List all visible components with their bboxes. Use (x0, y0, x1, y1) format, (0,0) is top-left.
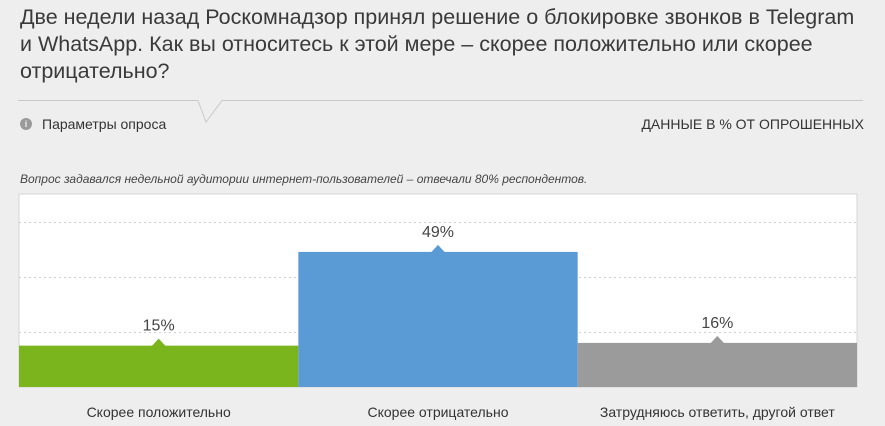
bar-chart: 15% Скорее положительно 49% Скорее отрицате… (18, 193, 858, 420)
divider (18, 100, 863, 101)
bar (298, 251, 578, 387)
divider-notch (198, 100, 223, 124)
category-label: Затрудняюсь ответить, другой ответ (600, 404, 835, 420)
category-label: Скорее положительно (87, 404, 231, 420)
data-label: 15% (143, 318, 175, 335)
info-icon: i (20, 118, 32, 130)
survey-params-toggle[interactable]: i Параметры опроса (20, 116, 166, 132)
bar-marker (431, 244, 445, 253)
survey-note: Вопрос задавался недельной аудитории инт… (20, 172, 588, 186)
units-label: ДАННЫЕ В % ОТ ОПРОШЕННЫХ (641, 116, 864, 132)
bar-marker (151, 338, 166, 347)
bar (577, 342, 857, 387)
data-label: 49% (422, 224, 454, 241)
survey-params-label: Параметры опроса (42, 116, 167, 132)
data-label: 16% (701, 315, 733, 332)
category-label: Скорее отрицательно (368, 404, 509, 420)
bar-marker (710, 335, 725, 344)
bar (19, 345, 299, 387)
question-title: Две недели назад Роскомнадзор принял реш… (20, 5, 855, 83)
